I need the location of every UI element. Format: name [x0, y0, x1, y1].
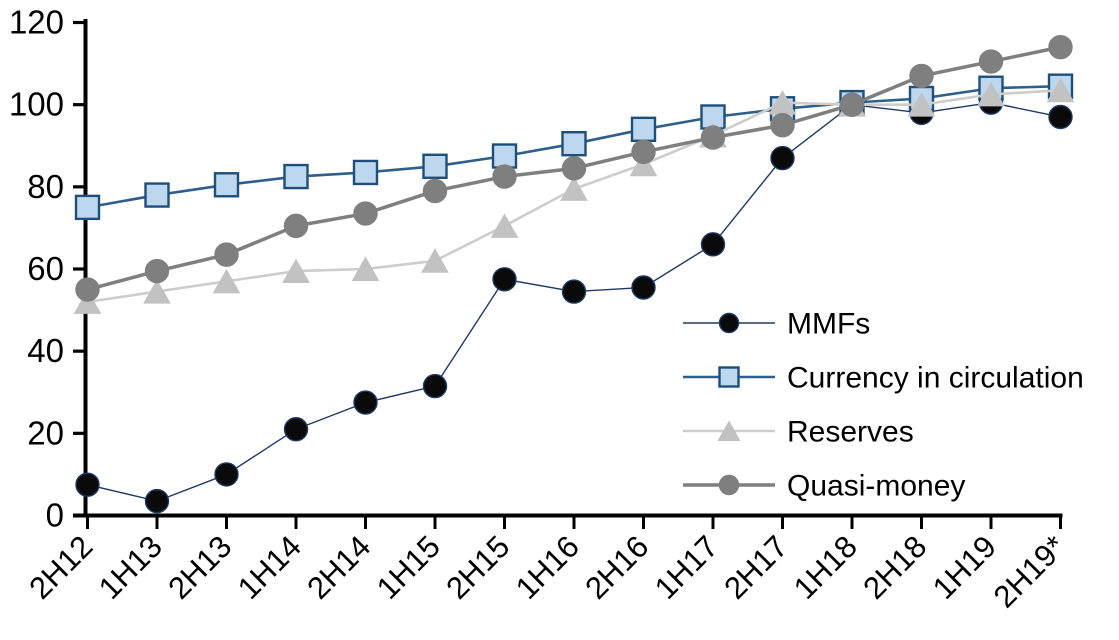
mmfs-marker	[561, 279, 587, 304]
x-axis-label: 2H12	[22, 529, 99, 606]
reserves-marker	[282, 258, 310, 284]
quasi-money-marker	[909, 63, 934, 89]
x-axis-label: 2H15	[439, 529, 516, 606]
currency-in-circulation-marker	[283, 163, 309, 190]
legend-marker-circle	[718, 312, 740, 334]
legend-label: Quasi-money	[787, 470, 965, 503]
legend-marker-circle	[718, 474, 740, 496]
currency-in-circulation-marker	[144, 182, 170, 208]
reserves-marker	[629, 151, 658, 177]
legend-label: Reserves	[787, 416, 914, 449]
quasi-money-marker	[75, 277, 100, 302]
y-axis-label: 60	[27, 250, 64, 287]
y-axis-label: 80	[27, 168, 64, 205]
mmfs-marker	[283, 417, 309, 442]
reserves-marker	[907, 92, 936, 117]
mmfs-marker	[492, 267, 517, 292]
x-axis-label: 1H14	[231, 529, 308, 606]
reserves-marker	[977, 81, 1005, 107]
x-axis-label: 1H13	[92, 529, 169, 606]
x-axis-label: 2H16	[578, 529, 655, 606]
x-axis-label: 1H17	[648, 529, 725, 606]
x-axis-label: 1H15	[370, 529, 447, 606]
reserves-marker	[212, 268, 241, 294]
quasi-money-marker	[283, 213, 309, 239]
legend-marker-triangle	[717, 420, 741, 441]
reserves-marker	[143, 279, 171, 304]
currency-in-circulation-marker	[630, 116, 657, 143]
y-axis-label: 0	[46, 497, 64, 534]
x-axis-label: 2H19*	[987, 529, 1073, 615]
quasi-money-marker	[1048, 34, 1073, 60]
x-axis-label: 2H17	[717, 529, 794, 606]
mmfs-marker	[700, 232, 726, 257]
quasi-money-marker	[839, 92, 865, 117]
mmfs-marker	[144, 488, 170, 514]
x-axis-label: 2H13	[161, 529, 238, 606]
mmfs-marker	[770, 145, 795, 171]
currency-in-circulation-marker	[561, 130, 587, 157]
y-axis-label: 20	[27, 414, 64, 451]
y-axis-label: 100	[9, 86, 64, 123]
y-axis-label: 40	[27, 332, 64, 369]
legend-item-reserves: Reserves	[683, 416, 914, 449]
x-axis-label: 1H16	[509, 529, 586, 606]
quasi-money-marker	[492, 164, 517, 189]
quasi-money-marker	[700, 125, 726, 150]
quasi-money-marker	[561, 156, 587, 181]
currency-in-circulation-marker	[352, 159, 379, 186]
legend: MMFs Currency in circulation Reserves Quasi…	[683, 308, 1084, 503]
quasi-money-marker	[353, 201, 378, 226]
quasi-money-marker	[422, 178, 448, 204]
legend-marker-square	[718, 366, 740, 388]
mmfs-marker	[631, 275, 656, 300]
quasi-money-marker	[214, 242, 239, 267]
legend-label: MMFs	[787, 308, 870, 341]
reserves-marker	[560, 176, 588, 201]
mmfs-marker	[214, 462, 239, 487]
legend-label: Currency in circulation	[787, 362, 1084, 395]
mmfs-marker	[353, 390, 378, 415]
currency-in-circulation-marker	[213, 172, 240, 198]
currency-in-circulation-marker	[422, 153, 448, 179]
y-axis-label: 120	[9, 4, 64, 41]
series-quasi-money	[75, 34, 1073, 302]
reserves-marker	[1046, 77, 1075, 103]
reserves-marker	[351, 256, 380, 281]
mmfs-marker	[422, 373, 448, 399]
reserves-marker	[490, 213, 519, 238]
currency-in-circulation-marker	[491, 143, 518, 169]
legend-item-quasi-money: Quasi-money	[683, 470, 965, 503]
legend-item-currency-in-circulation: Currency in circulation	[683, 362, 1084, 395]
x-axis-label: 2H14	[300, 529, 377, 606]
quasi-money-marker	[770, 113, 795, 138]
currency-in-circulation-marker	[74, 194, 101, 221]
mmfs-marker	[75, 472, 100, 497]
x-axis-label: 2H18	[856, 529, 933, 606]
quasi-money-marker	[978, 49, 1004, 74]
x-axis-label: 1H18	[787, 529, 864, 606]
mmfs-marker	[1048, 104, 1073, 130]
quasi-money-marker	[631, 139, 656, 165]
reserves-marker	[73, 289, 102, 314]
reserves-marker	[421, 248, 449, 273]
quasi-money-marker	[144, 258, 170, 284]
legend-item-mmfs: MMFs	[683, 308, 870, 341]
